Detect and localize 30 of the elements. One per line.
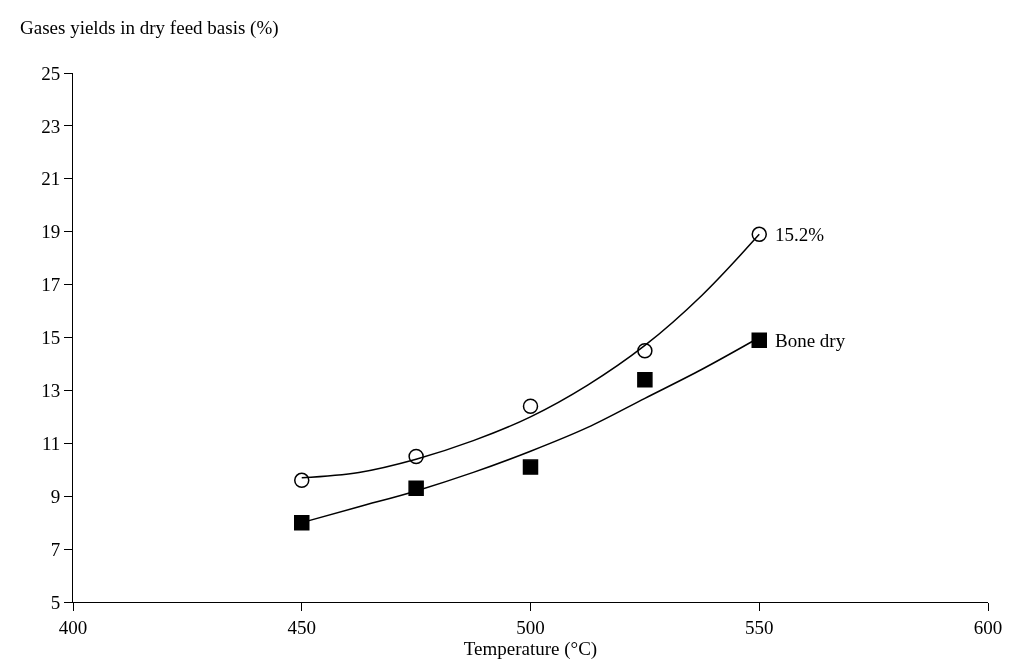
point [637,342,653,359]
y-tick-label: 11 [41,432,61,454]
point [294,514,310,531]
x-tick-label: 550 [745,616,774,638]
point [408,480,424,497]
y-tick-label: 5 [50,591,61,613]
x-tick-label: 450 [287,616,316,638]
y-tick-label: 25 [41,62,61,84]
point [751,226,767,243]
y-tick-label: 9 [50,485,61,507]
point [751,332,767,348]
x-tick-label: 500 [516,616,545,638]
point [637,372,653,388]
x-tick-label: 400 [58,616,88,638]
point [294,472,310,489]
series-label: 15.2% [775,224,825,245]
y-tick-label: 19 [41,221,61,243]
y-tick-label: 13 [41,380,61,402]
y-tick-label: 7 [50,538,61,560]
y-tick-label: 15 [41,327,61,349]
y-tick-label: 23 [41,115,61,137]
point [522,459,539,475]
y-tick-label: 17 [41,274,61,296]
point [522,398,539,415]
y-axis-title: Gases yields in dry feed basis (%) [20,17,279,39]
series-label: Bone dry [775,330,846,351]
x-axis-title: Temperature (°C) [463,637,598,660]
x-tick-label: 600 [973,616,1003,638]
y-tick-label: 21 [41,168,61,190]
point [408,448,424,465]
